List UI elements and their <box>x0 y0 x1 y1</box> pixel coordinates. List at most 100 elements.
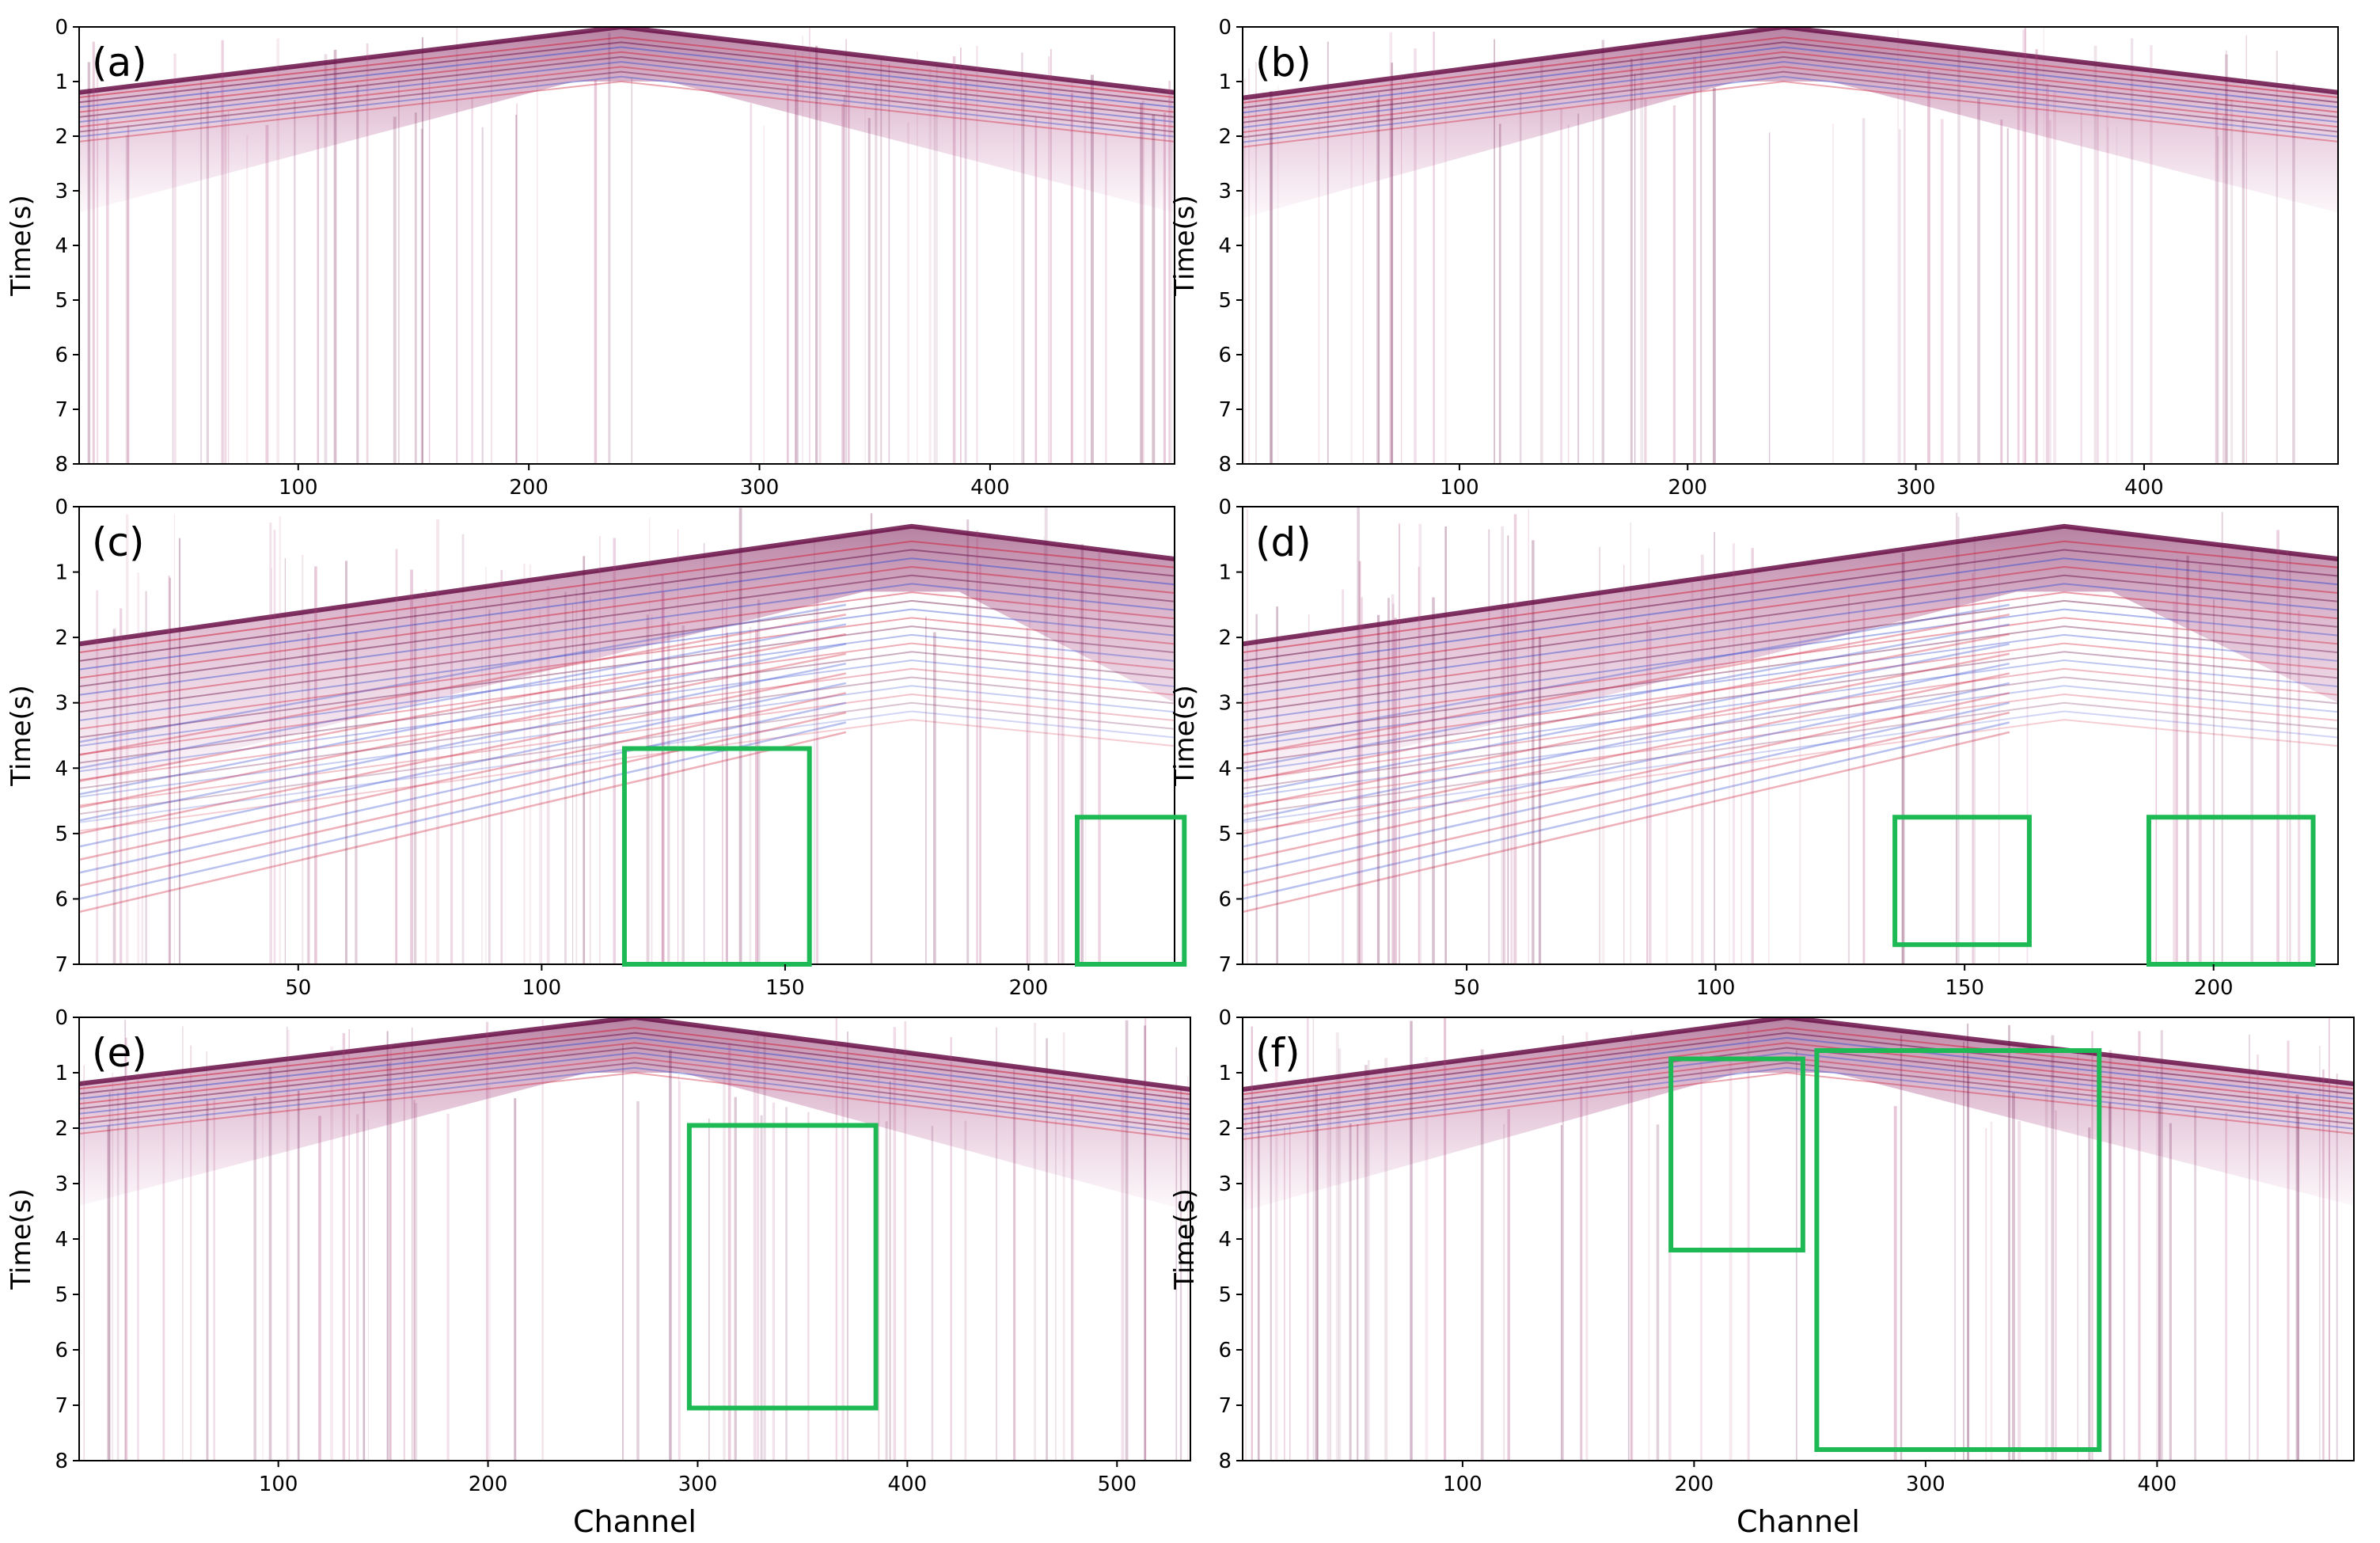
reflection-event <box>79 36 1175 99</box>
energy-zone <box>79 526 1175 789</box>
y-tick-label: 0 <box>55 1006 68 1030</box>
reflection-event <box>79 667 1175 781</box>
seismic-image <box>79 507 1175 964</box>
reflection-event <box>79 1051 1190 1120</box>
reflection-event <box>1243 667 2338 781</box>
dipping-event <box>1243 662 2010 822</box>
reflection-event <box>79 710 1175 823</box>
x-tick-label: 200 <box>469 1473 508 1496</box>
panel-f: 0 1 2 3 4 5 6 7 8 100 200 300 400 Time(s) Channel (f) <box>1169 1006 2355 1539</box>
reflection-event <box>1243 51 2338 119</box>
y-tick-label: 5 <box>55 823 68 846</box>
reflection-event <box>79 574 1175 688</box>
reflection-event <box>79 1066 1190 1135</box>
y-tick-label: 1 <box>55 561 68 585</box>
x-tick-label: 400 <box>2138 1473 2177 1496</box>
y-tick-label: 7 <box>55 1394 68 1418</box>
reflection-event <box>1243 1071 2354 1140</box>
highlight-box <box>1892 815 2032 948</box>
y-tick-label: 4 <box>1218 757 1232 781</box>
panel-b: 0 1 2 3 4 5 6 7 8 100 200 300 400 Time(s) (b) <box>1169 16 2339 500</box>
reflection-event <box>79 1057 1190 1126</box>
reflection-event <box>79 676 1175 789</box>
y-tick-label: 7 <box>1218 953 1232 977</box>
dipping-event <box>1243 701 2010 874</box>
reflection-event <box>79 651 1175 764</box>
x-tick-label: 300 <box>678 1473 718 1496</box>
y-tick-label: 0 <box>1218 496 1232 519</box>
reflection-event <box>79 1062 1190 1131</box>
y-tick-label: 2 <box>1218 125 1232 149</box>
dipping-event <box>1243 731 2010 914</box>
reflection-event <box>79 565 1175 679</box>
panel-label: (f) <box>1255 1030 1300 1076</box>
x-axis-label: Channel <box>1737 1504 1860 1539</box>
x-tick-label: 300 <box>1906 1473 1945 1496</box>
reflection-event <box>1243 591 2338 705</box>
dipping-event <box>79 662 847 822</box>
first-arrival <box>79 523 1175 647</box>
reflection-event <box>1243 599 2338 713</box>
reflection-event <box>79 617 1175 730</box>
y-tick-label: 6 <box>55 887 68 911</box>
reflection-event <box>79 70 1175 133</box>
x-tick-label: 50 <box>1454 976 1480 1000</box>
reflection-event <box>1243 1027 2354 1096</box>
dipping-event <box>79 711 847 887</box>
reflection-event <box>79 549 1175 662</box>
reflection-event <box>79 61 1175 124</box>
reflection-event <box>1243 557 2338 671</box>
y-tick-label: 2 <box>55 626 68 650</box>
y-tick-label: 7 <box>1218 398 1232 422</box>
reflection-event <box>1243 1042 2354 1111</box>
first-arrival <box>1243 1017 2354 1092</box>
reflection-event <box>1243 642 2338 755</box>
reflection-event <box>1243 80 2338 148</box>
y-tick-label: 3 <box>55 692 68 716</box>
reflection-event <box>1243 701 2338 815</box>
dipping-event <box>79 731 847 914</box>
y-tick-label: 3 <box>55 180 68 203</box>
reflection-event <box>79 557 1175 671</box>
x-tick-label: 200 <box>2194 976 2234 1000</box>
x-tick-label: 200 <box>1668 476 1707 500</box>
reflection-event <box>1243 676 2338 789</box>
reflection-event <box>79 642 1175 755</box>
reflection-event <box>79 1032 1190 1100</box>
energy-zone <box>1243 526 2338 789</box>
reflection-event <box>1243 549 2338 662</box>
y-tick-label: 3 <box>1218 692 1232 716</box>
reflection-event <box>79 599 1175 713</box>
seismic-image <box>1243 27 2338 464</box>
dipping-event <box>79 614 847 757</box>
y-tick-label: 8 <box>55 453 68 477</box>
y-axis-label: Time(s) <box>6 195 37 296</box>
y-tick-label: 5 <box>1218 289 1232 313</box>
y-tick-label: 3 <box>1218 1172 1232 1196</box>
panel-label: (b) <box>1255 40 1311 86</box>
reflection-event <box>1243 46 2338 114</box>
first-arrival <box>79 1017 1190 1092</box>
reflection-event <box>79 591 1175 705</box>
dipping-event <box>1243 692 2010 861</box>
x-tick-label: 100 <box>1443 1473 1482 1496</box>
highlight-box <box>686 1123 879 1411</box>
y-tick-label: 2 <box>1218 626 1232 650</box>
dipping-event <box>79 721 847 900</box>
y-tick-label: 6 <box>55 344 68 367</box>
x-tick-label: 100 <box>279 476 318 500</box>
y-tick-label: 8 <box>1218 453 1232 477</box>
y-tick-label: 2 <box>55 125 68 149</box>
x-axis-label: Channel <box>573 1504 697 1539</box>
reflection-event <box>79 1071 1190 1140</box>
reflection-event <box>79 66 1175 128</box>
x-tick-label: 100 <box>1440 476 1479 500</box>
y-tick-label: 8 <box>1218 1450 1232 1473</box>
reflection-event <box>1243 55 2338 124</box>
reflection-event <box>79 659 1175 773</box>
reflection-event <box>79 1042 1190 1111</box>
reflection-event <box>1243 625 2338 739</box>
dipping-event <box>79 652 847 809</box>
y-tick-label: 2 <box>1218 1117 1232 1141</box>
dipping-event <box>79 701 847 874</box>
